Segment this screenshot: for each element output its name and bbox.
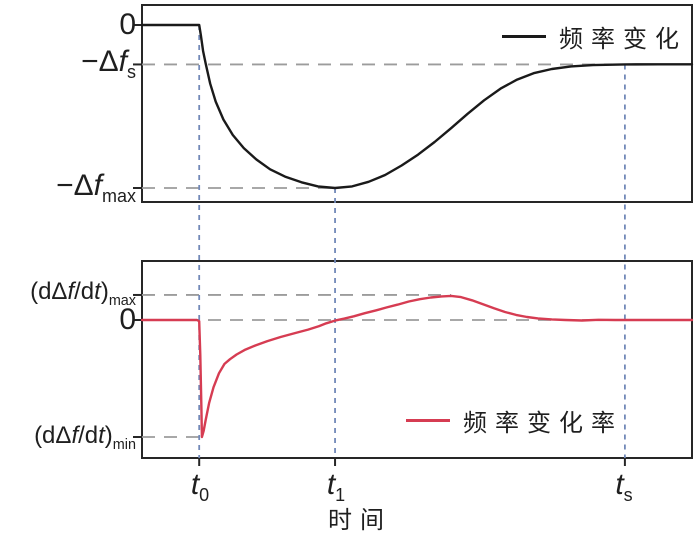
legend-rocof: 频率变化率 xyxy=(406,406,623,437)
generated-chart-layer xyxy=(133,23,694,466)
legend-frequency: 频率变化 xyxy=(502,22,687,53)
ylabel-rocof-min: (dΔf/dt)min xyxy=(34,422,136,453)
rocof-max-sub: max xyxy=(108,292,136,309)
legend-label-frequency: 频率变化 xyxy=(559,25,687,53)
rocof-min-sub: min xyxy=(112,436,136,453)
xtick-t0-sub: 0 xyxy=(199,485,210,505)
ylabel-zero-bottom-text: 0 xyxy=(119,303,136,336)
xtick-ts-sub: s xyxy=(623,485,633,505)
rocof-min-p2: /d xyxy=(78,422,99,449)
rocof-min-f: f xyxy=(71,422,79,449)
xtick-ts: ts xyxy=(615,468,633,505)
neg-delta-fmax-pre: −Δ xyxy=(56,169,94,202)
ylabel-rocof-max: (dΔf/dt)max xyxy=(30,278,136,309)
rocof-max-f: f xyxy=(67,278,75,305)
xtick-t1-t: t xyxy=(326,468,336,501)
neg-delta-fmax-sub: max xyxy=(101,186,136,206)
neg-delta-fs-sub: s xyxy=(127,62,136,82)
xtick-t1-sub: 1 xyxy=(335,485,346,505)
rocof-min-p1: (dΔ xyxy=(34,422,72,449)
xtick-t1: t1 xyxy=(326,468,346,505)
rocof-max-p1: (dΔ xyxy=(30,278,68,305)
rocof-max-t: t xyxy=(94,278,101,305)
rocof-max-p2: /d xyxy=(74,278,95,305)
ylabel-neg-delta-fmax: −Δfmax xyxy=(56,169,136,206)
rocof-max-p3: ) xyxy=(100,278,109,305)
bottom-plot-frame xyxy=(141,260,693,459)
ylabel-zero-top: 0 xyxy=(119,8,136,42)
xtick-t0: t0 xyxy=(190,468,210,505)
xtick-t0-t: t xyxy=(190,468,200,501)
legend-line-frequency-icon xyxy=(502,34,546,38)
neg-delta-fmax-f: f xyxy=(93,169,102,202)
neg-delta-fs-f: f xyxy=(118,45,127,78)
curve-rocof xyxy=(140,294,694,439)
rocof-min-p3: ) xyxy=(104,422,113,449)
legend-line-rocof-icon xyxy=(406,418,450,422)
rocof-min-t: t xyxy=(98,422,105,449)
legend-label-rocof: 频率变化率 xyxy=(463,409,623,437)
neg-delta-fs-pre: −Δ xyxy=(81,45,119,78)
ylabel-zero-bottom: 0 xyxy=(119,303,136,337)
ylabel-zero-top-text: 0 xyxy=(119,8,136,41)
x-axis-title: 时间 xyxy=(328,507,392,534)
ylabel-neg-delta-fs: −Δfs xyxy=(81,45,136,82)
curve-frequency xyxy=(140,23,694,190)
xtick-ts-t: t xyxy=(615,468,624,501)
top-plot-frame xyxy=(141,4,693,203)
